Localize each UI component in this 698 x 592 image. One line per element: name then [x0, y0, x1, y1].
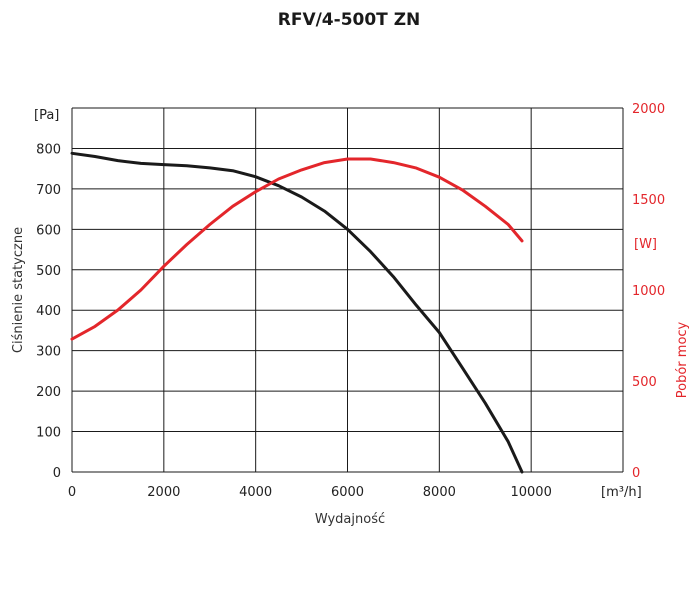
- y-tick-label: 600: [36, 223, 61, 238]
- x-tick-label: 8000: [423, 485, 456, 500]
- tick-labels: 0 2000 4000 6000 8000 10000010020030040050060…: [36, 102, 665, 500]
- y-tick-label: 800: [36, 142, 61, 157]
- curves: [70, 151, 524, 474]
- x-axis-title: Wydajność: [315, 512, 385, 527]
- y-tick-label: 700: [36, 183, 61, 198]
- x-tick-label: 2000: [147, 485, 180, 500]
- x-tick-label: 6000: [331, 485, 364, 500]
- y-tick-label: 300: [36, 345, 61, 360]
- pressure-curve: [70, 151, 524, 474]
- y-tick-label: 100: [36, 426, 61, 441]
- y2-axis-unit: [W]: [634, 237, 657, 252]
- x-tick-label: 0: [68, 485, 76, 500]
- y-tick-label: 0: [53, 466, 61, 481]
- y-tick-label: 200: [36, 385, 61, 400]
- y2-tick-label: 1500: [632, 193, 665, 208]
- y-tick-label: 500: [36, 264, 61, 279]
- x-axis-unit: [m³/h]: [601, 485, 642, 500]
- x-tick-label: 4000: [239, 485, 272, 500]
- y2-tick-label: 500: [632, 375, 657, 390]
- y-tick-label: 400: [36, 304, 61, 319]
- y-axis-unit: [Pa]: [34, 108, 59, 123]
- y2-tick-label: 2000: [632, 102, 665, 117]
- y-axis-title: Ciśnienie statyczne: [11, 227, 26, 353]
- y2-tick-label: 1000: [632, 284, 665, 299]
- x-tick-label: 10000: [510, 485, 551, 500]
- y2-axis-title: Pobór mocy: [675, 321, 690, 398]
- chart-title: RFV/4-500T ZN: [278, 10, 421, 30]
- grid: [71, 107, 624, 473]
- y2-tick-label: 0: [632, 466, 640, 481]
- power-curve: [70, 157, 524, 341]
